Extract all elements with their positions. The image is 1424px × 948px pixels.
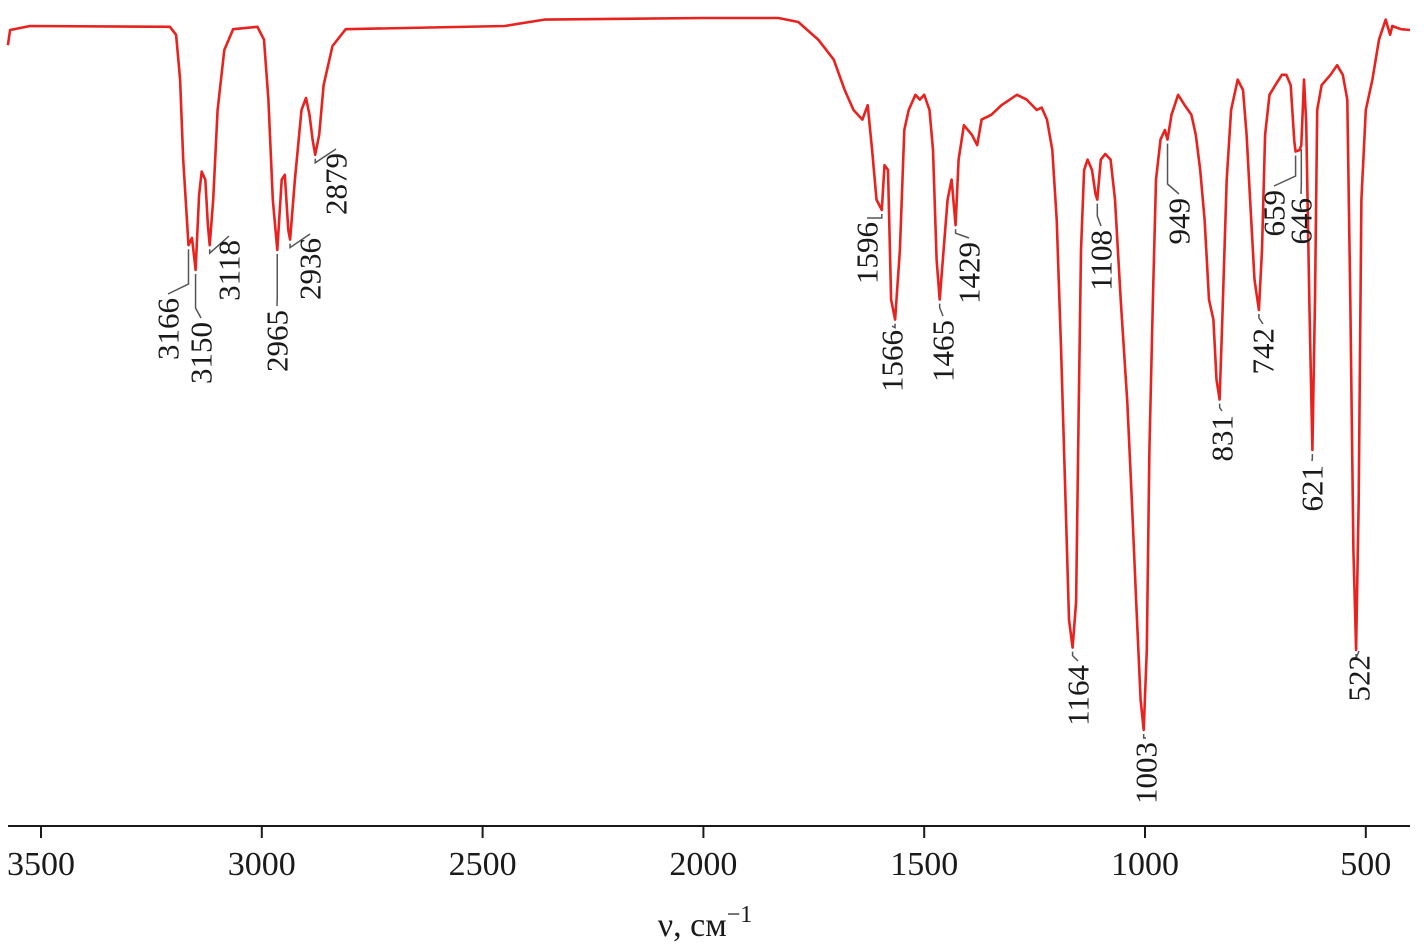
peak-label: 1596 xyxy=(850,222,885,284)
peak-label: 646 xyxy=(1284,198,1319,245)
x-tick-label: 500 xyxy=(1340,846,1391,883)
peak-label: 1164 xyxy=(1061,665,1096,726)
peak-leader-line xyxy=(1273,155,1297,187)
x-tick-label: 1500 xyxy=(890,846,958,883)
x-axis-ticks: 3500 3000 2500 2000 1500 1000 500 xyxy=(7,826,1391,883)
peak-leader-line xyxy=(867,214,883,219)
x-tick-label: 2000 xyxy=(669,846,737,883)
peak-leader-line xyxy=(289,233,311,250)
peak-label: 2936 xyxy=(293,238,328,300)
peak-leader-line xyxy=(167,249,190,295)
peak-leader-line xyxy=(891,323,896,329)
peak-label: 2879 xyxy=(319,153,354,215)
peak-label: 2965 xyxy=(260,310,295,372)
x-tick-label: 1000 xyxy=(1111,846,1179,883)
peak-leader-line xyxy=(938,303,944,317)
spectrum-line xyxy=(6,16,1411,732)
x-tick-label: 2500 xyxy=(449,846,517,883)
x-axis-label-superscript: −1 xyxy=(727,902,753,928)
peak-leader-line xyxy=(314,148,337,165)
peak-leader-line xyxy=(1218,403,1223,412)
peak-leader-line xyxy=(1142,734,1146,739)
peak-label: 949 xyxy=(1162,198,1197,245)
peak-label: 522 xyxy=(1342,655,1377,702)
peak-label: 3118 xyxy=(212,240,247,301)
x-tick-label: 3500 xyxy=(7,846,75,883)
peak-leader-line xyxy=(1166,143,1180,195)
peak-leader-line xyxy=(194,274,202,319)
peak-leader-line xyxy=(1258,314,1264,325)
peak-label: 659 xyxy=(1257,190,1292,237)
peak-label: 1465 xyxy=(926,320,961,382)
peak-leader-line xyxy=(208,235,230,255)
x-axis-label-text: ν, см xyxy=(658,907,727,944)
peak-label: 1003 xyxy=(1129,742,1164,804)
peak-label: 1429 xyxy=(952,242,987,304)
peak-leader-line xyxy=(954,229,970,239)
x-tick-label: 3000 xyxy=(228,846,296,883)
peak-leader-lines xyxy=(167,143,1360,739)
peak-label: 742 xyxy=(1246,328,1281,375)
x-axis-label: ν, см−1 xyxy=(658,902,753,944)
peak-label: 1108 xyxy=(1084,230,1119,291)
peak-leader-line xyxy=(1096,203,1102,227)
peak-label: 831 xyxy=(1205,415,1240,462)
peak-label: 621 xyxy=(1295,465,1330,512)
peak-label: 3150 xyxy=(184,322,219,384)
peak-label: 1566 xyxy=(875,330,910,392)
peak-leader-line xyxy=(1071,651,1079,662)
peak-label: 3166 xyxy=(151,298,186,360)
peak-leader-line xyxy=(1355,650,1360,659)
